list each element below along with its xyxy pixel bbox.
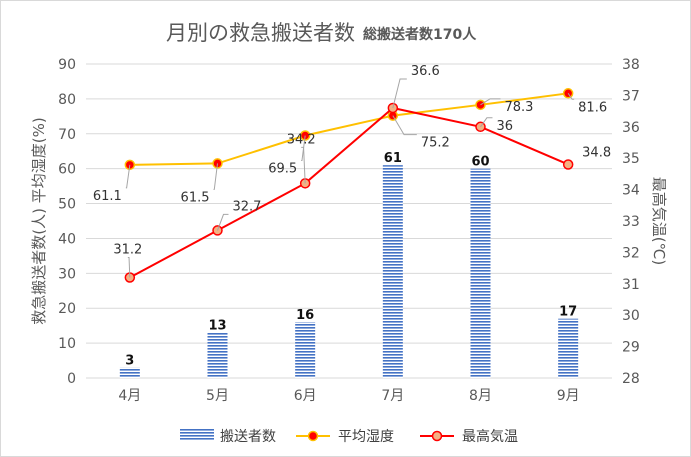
right-tick-label: 29 [622,340,640,356]
temperature-data-label: 36.6 [411,64,440,79]
left-tick-label: 20 [58,301,76,317]
bar [207,332,228,378]
humidity-leader [301,135,306,162]
left-tick-label: 50 [58,197,76,213]
x-tick-label: 8月 [469,388,492,404]
bar [119,367,140,378]
legend-label: 平均湿度 [338,429,394,445]
bar-data-label: 17 [559,305,577,320]
legend-swatch-marker [307,430,319,442]
humidity-data-label: 75.2 [421,136,450,151]
humidity-leader [392,115,417,136]
bar-data-label: 13 [208,319,226,334]
humidity-leader [213,163,218,190]
data-labels: 3 13 16 61 60 17 61.1 61.5 69.5 75.2 78.3 81.6 31.2 3… [93,64,611,369]
bar-data-label: 16 [296,308,314,323]
right-axis-ticks: 28 29 30 31 32 33 34 35 36 37 38 [622,57,640,387]
left-tick-label: 80 [58,92,76,108]
left-tick-label: 0 [67,371,76,387]
right-tick-label: 37 [622,88,640,104]
gridlines [86,63,612,379]
chart-title: 月別の救急搬送者数 [166,21,355,45]
humidity-data-label: 69.5 [268,162,297,177]
left-tick-label: 40 [58,231,76,247]
temperature-leader [480,117,493,128]
humidity-data-label: 61.5 [181,190,210,205]
legend-label: 最高気温 [462,428,518,445]
bar [295,322,316,378]
left-tick-label: 90 [58,57,76,73]
right-tick-label: 36 [622,120,640,136]
legend-swatch-marker [431,430,443,442]
right-tick-label: 28 [622,371,640,387]
temperature-point [562,159,574,170]
temperature-data-label: 36 [497,119,514,134]
x-tick-label: 5月 [206,388,229,404]
right-tick-label: 32 [622,245,640,261]
humidity-line [129,92,569,166]
temperature-leader [127,257,131,278]
x-tick-label: 4月 [118,388,141,404]
x-tick-label: 9月 [557,388,580,404]
x-axis-ticks: 4月 5月 6月 7月 8月 9月 [118,388,579,404]
temperature-leader [301,146,306,184]
right-tick-label: 30 [622,308,640,324]
right-tick-label: 38 [622,57,640,73]
left-tick-label: 10 [58,336,76,352]
humidity-leader [480,98,501,106]
humidity-data-label: 78.3 [505,100,534,115]
left-axis-ticks: 0 10 20 30 40 50 60 70 80 90 [58,57,76,387]
x-tick-label: 7月 [381,388,404,404]
bar-data-label: 60 [471,155,489,170]
humidity-data-label: 61.1 [93,189,122,204]
legend: 搬送者数 平均湿度 最高気温 [180,428,518,445]
chart-subtitle: 総搬送者数170人 [363,26,477,43]
bar [558,318,579,378]
temperature-line [129,106,569,279]
left-tick-label: 30 [58,266,76,282]
left-tick-label: 70 [58,127,76,143]
right-tick-label: 33 [622,214,640,230]
temperature-data-label: 31.2 [113,243,142,258]
temperature-data-label: 34.8 [582,145,611,160]
legend-label: 搬送者数 [220,429,276,445]
bar [470,168,491,378]
line-series [124,88,574,283]
bar-data-label: 3 [125,354,134,369]
right-tick-label: 34 [622,183,640,199]
left-axis-title: 救急搬送者数(人) 平均湿度(%) [30,117,48,324]
humidity-data-label: 81.6 [578,100,607,115]
temperature-leader [217,213,229,231]
temperature-leader [392,78,407,109]
humidity-leader [567,93,575,100]
right-axis-title: 最高気温(℃) [650,177,668,266]
right-tick-label: 35 [622,151,640,167]
x-tick-label: 6月 [294,388,317,404]
temperature-data-label: 34.2 [287,132,316,147]
left-tick-label: 60 [58,162,76,178]
right-tick-label: 31 [622,277,640,293]
bar-series [119,165,579,378]
bar-data-label: 61 [384,151,402,166]
bar [382,165,403,378]
legend-swatch-bar [180,429,214,441]
temperature-data-label: 32.7 [233,199,262,214]
humidity-leader [125,164,131,189]
